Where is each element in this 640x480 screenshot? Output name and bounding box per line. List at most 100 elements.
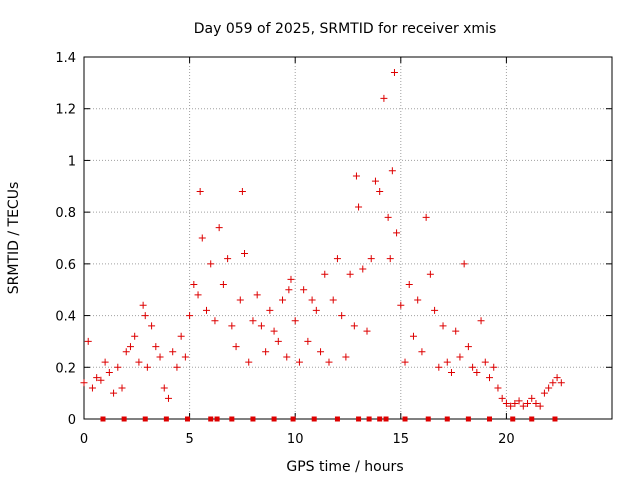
data-point [545,384,553,392]
zero-marker [465,416,471,422]
data-point [376,187,384,195]
data-point [283,353,291,361]
data-point [279,296,287,304]
x-tick-label: 15 [393,432,410,447]
data-point [253,291,261,299]
data-point [202,306,210,314]
data-point [359,265,367,273]
data-point [371,177,379,185]
plot-frame [83,56,613,420]
data-point [181,353,189,361]
zero-marker [425,416,431,422]
data-point [405,281,413,289]
data-point [148,322,156,330]
data-point [141,312,149,320]
data-point [426,270,434,278]
data-point [190,281,198,289]
x-axis-label: GPS time / hours [286,459,403,475]
y-tick-label: 1 [68,154,76,169]
data-point [460,260,468,268]
zero-marker [163,416,169,422]
data-point [456,353,464,361]
x-tick-label: 10 [287,432,304,447]
data-point [452,327,460,335]
zero-marker [271,416,277,422]
data-point [390,69,398,77]
data-point [93,374,101,382]
data-point [295,358,303,366]
zero-marker [529,416,535,422]
data-point [333,255,341,263]
data-point [88,384,96,392]
data-point [549,379,557,387]
data-point [80,379,88,387]
zero-marker [383,416,389,422]
data-point [367,255,375,263]
y-tick-label: 0.6 [55,258,76,273]
data-point [312,306,320,314]
data-point [388,167,396,175]
data-point [477,317,485,325]
data-point [300,286,308,294]
zero-marker [311,416,317,422]
data-point [409,332,417,340]
data-point [135,358,143,366]
data-point [384,213,392,221]
data-point [274,337,282,345]
data-point [84,337,92,345]
data-point [528,394,536,402]
zero-marker [487,416,493,422]
axis-ticks: 0 5 10 15 20 0 0.2 0.4 0.6 0.8 1 1.2 1.4 [55,51,612,447]
data-point [173,363,181,371]
chart-title: Day 059 of 2025, SRMTID for receiver xmi… [194,21,497,37]
zero-marker [444,416,450,422]
data-point [194,291,202,299]
data-point [486,374,494,382]
data-point [211,317,219,325]
data-point [249,317,257,325]
data-point [481,358,489,366]
data-point [232,343,240,351]
data-point [196,187,204,195]
zero-marker [142,416,148,422]
y-tick-label: 0.2 [55,361,76,376]
data-point [386,255,394,263]
data-point [443,358,451,366]
data-point [352,172,360,180]
data-point [401,358,409,366]
y-tick-label: 1.2 [55,103,76,118]
data-point [515,397,523,405]
data-point [207,260,215,268]
zero-marker [366,416,372,422]
data-point [536,402,544,410]
data-point [114,363,122,371]
data-point [325,358,333,366]
data-point [164,394,172,402]
data-point [498,394,506,402]
data-point [511,399,519,407]
zero-marker [121,416,127,422]
data-point [422,213,430,221]
zero-marker [377,416,383,422]
data-point [502,399,510,407]
data-point [241,250,249,258]
zero-marker [356,416,362,422]
y-tick-label: 0.8 [55,206,76,221]
zero-marker [208,416,214,422]
data-point [198,234,206,242]
data-point [338,312,346,320]
data-point [469,363,477,371]
x-tick-label: 5 [185,432,193,447]
zero-marker [290,416,296,422]
y-axis-label: SRMTID / TECUs [6,182,22,295]
zero-marker [250,416,256,422]
data-point [329,296,337,304]
data-point [110,389,118,397]
data-point [355,203,363,211]
data-point [224,255,232,263]
y-tick-label: 0 [68,413,76,428]
data-point [118,384,126,392]
data-point [494,384,502,392]
zero-marker [510,416,516,422]
